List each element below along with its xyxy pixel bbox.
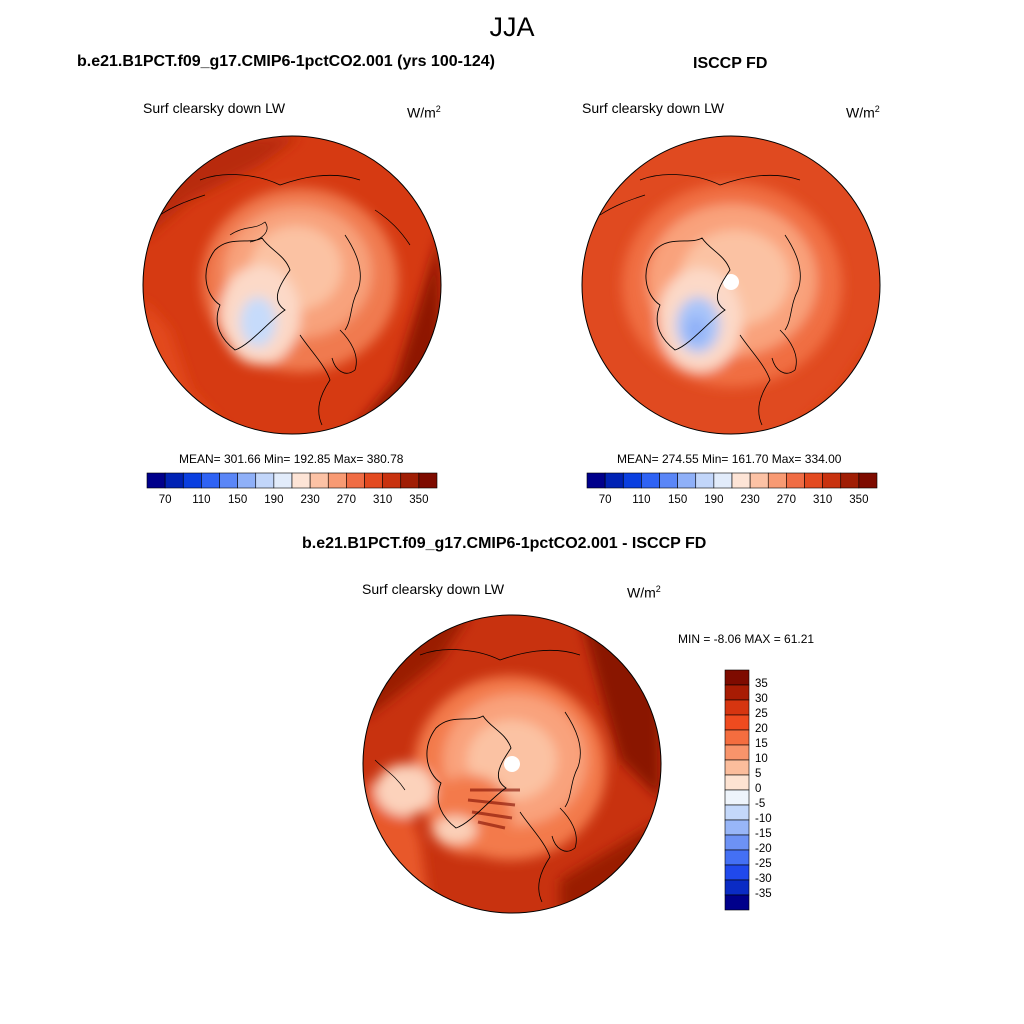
panel2-colorbar-swatch [659,472,678,489]
panel3-variable-label: Surf clearsky down LW [362,581,505,597]
panel3-colorbar-swatch [724,879,750,896]
panel3-colorbar-swatch [724,849,750,866]
panel1-colorbar-swatch [309,472,329,489]
colorbar-tick-label: 10 [755,753,768,765]
panel3-colorbar-swatch [724,669,750,686]
panel3-colorbar-swatch [724,684,750,701]
panel1-colorbar-swatch [146,472,166,489]
panel3-colorbar-swatch [724,789,750,806]
panel3-colorbar [724,669,750,911]
panel2-colorbar-swatch [840,472,860,489]
colorbar-tick-label: 270 [776,494,796,506]
panel2-map [581,135,881,435]
colorbar-tick-label: -35 [755,888,772,900]
panel1-colorbar-swatch [237,472,257,489]
panel2-colorbar-swatch [695,472,715,489]
panel1-colorbar-swatch [382,472,402,489]
colorbar-tick-label: -10 [755,813,772,825]
colorbar-tick-label: 25 [755,708,768,720]
colorbar-tick-label: 70 [598,494,612,506]
colorbar-tick-label: 350 [849,494,869,506]
panel2-stats: MEAN= 274.55 Min= 161.70 Max= 334.00 [617,452,842,466]
panel3-colorbar-swatch [724,834,750,851]
panel3-colorbar-swatch [724,729,750,746]
panel3-units: W/m2 [627,584,661,601]
colorbar-tick-label: 190 [704,494,724,506]
panel2-colorbar-swatch [731,472,751,489]
panel1-colorbar-swatch [273,472,293,489]
panel3-colorbar-swatch [724,804,750,821]
colorbar-tick-label: 150 [228,494,248,506]
panel2-units: W/m2 [846,104,880,121]
colorbar-tick-label: 230 [300,494,320,506]
panel1-units: W/m2 [407,104,441,121]
colorbar-tick-label: 190 [264,494,284,506]
panel1-colorbar-swatch [182,472,202,489]
colorbar-tick-label: -20 [755,843,772,855]
colorbar-tick-label: 270 [336,494,356,506]
panel3-colorbar-swatch [724,774,750,791]
colorbar-tick-label: 70 [158,494,172,506]
panel1-variable-label: Surf clearsky down LW [143,100,286,116]
panel2-colorbar-swatch [804,472,823,489]
panel2-colorbar [586,472,878,489]
panel1-colorbar-swatch [346,472,365,489]
panel1-colorbar-swatch [364,472,383,489]
colorbar-tick-label: 0 [755,783,762,795]
panel1-map [142,135,442,435]
panel2-variable-label: Surf clearsky down LW [582,100,725,116]
panel1-colorbar-swatch [219,472,238,489]
colorbar-tick-label: 30 [755,693,768,705]
panel3-colorbar-swatch [724,744,750,761]
colorbar-tick-label: 20 [755,723,768,735]
panel3-colorbar-swatch [724,714,750,731]
panel2-colorbar-swatch [786,472,805,489]
panel1-colorbar-swatch [327,472,347,489]
panel3-map [362,614,662,914]
panel1-colorbar [146,472,438,489]
panel1-colorbar-swatch [164,472,184,489]
panel1-colorbar-swatch [201,472,220,489]
colorbar-tick-label: 150 [668,494,688,506]
panel3-stats: MIN = -8.06 MAX = 61.21 [678,632,815,646]
panel2-colorbar-swatch [586,472,606,489]
colorbar-tick-label: 230 [740,494,760,506]
panel2-colorbar-swatch [713,472,733,489]
panel3-colorbar-swatch [724,759,750,776]
panel3-colorbar-swatch [724,864,750,881]
figure-title: JJA [489,12,535,42]
colorbar-tick-label: 350 [409,494,429,506]
panel1-colorbar-swatch [418,472,438,489]
colorbar-tick-label: 110 [632,494,651,506]
colorbar-tick-label: 5 [755,768,762,780]
colorbar-tick-label: -15 [755,828,772,840]
panel1-stats: MEAN= 301.66 Min= 192.85 Max= 380.78 [179,452,404,466]
panel2-colorbar-swatch [822,472,842,489]
panel1-colorbar-swatch [400,472,420,489]
panel2-colorbar-swatch [622,472,642,489]
panel3-colorbar-swatch [724,699,750,716]
panel2-colorbar-swatch [604,472,624,489]
panel1-colorbar-swatch [255,472,275,489]
colorbar-tick-label: -25 [755,858,772,870]
colorbar-tick-label: 35 [755,678,768,690]
panel2-title: ISCCP FD [693,55,768,72]
panel2-colorbar-swatch [677,472,697,489]
panel1-colorbar-swatch [291,472,311,489]
panel3-colorbar-swatch [724,819,750,836]
colorbar-tick-label: -5 [755,798,766,810]
colorbar-tick-label: 310 [813,494,833,506]
colorbar-tick-label: 310 [373,494,393,506]
panel2-colorbar-swatch [767,472,787,489]
colorbar-tick-label: 15 [755,738,768,750]
colorbar-tick-label: -30 [755,873,772,885]
panel3-colorbar-swatch [724,894,750,911]
panel2-colorbar-swatch [641,472,660,489]
colorbar-tick-label: 110 [192,494,211,506]
panel2-colorbar-swatch [858,472,878,489]
panel1-title: b.e21.B1PCT.f09_g17.CMIP6-1pctCO2.001 (y… [77,53,495,70]
panel2-colorbar-swatch [749,472,769,489]
panel3-title: b.e21.B1PCT.f09_g17.CMIP6-1pctCO2.001 - … [302,535,707,552]
